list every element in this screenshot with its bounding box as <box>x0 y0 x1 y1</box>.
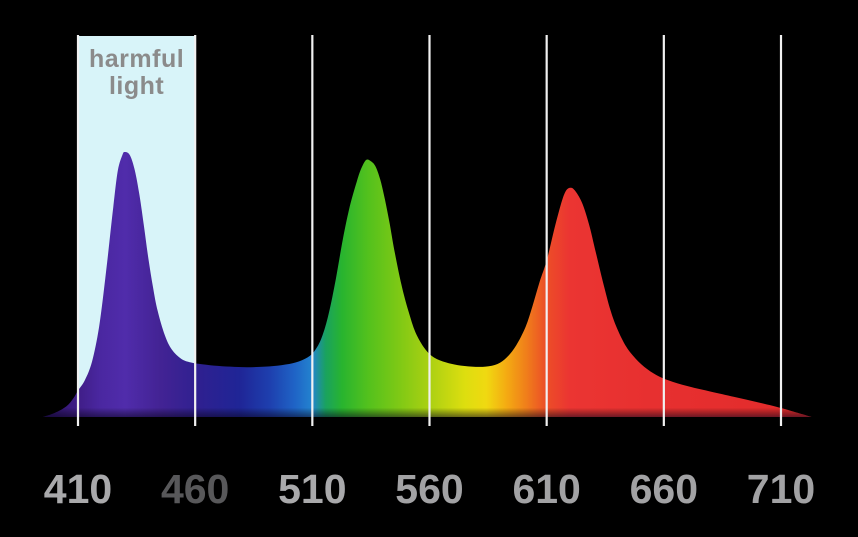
x-tick-label-510: 510 <box>278 466 346 512</box>
spectrum-area-bottom-shade <box>42 151 812 418</box>
x-tick-label-660: 660 <box>630 466 698 512</box>
x-tick-label-710: 710 <box>747 466 815 512</box>
x-tick-label-560: 560 <box>395 466 463 512</box>
band-label-line1: harmful <box>88 45 185 73</box>
harmful-light-band-label: harmful light <box>47 46 227 100</box>
x-tick-label-610: 610 <box>512 466 580 512</box>
x-tick-label-460: 460 <box>161 466 229 512</box>
band-label-line2: light <box>108 72 165 100</box>
x-tick-label-410: 410 <box>44 466 112 512</box>
